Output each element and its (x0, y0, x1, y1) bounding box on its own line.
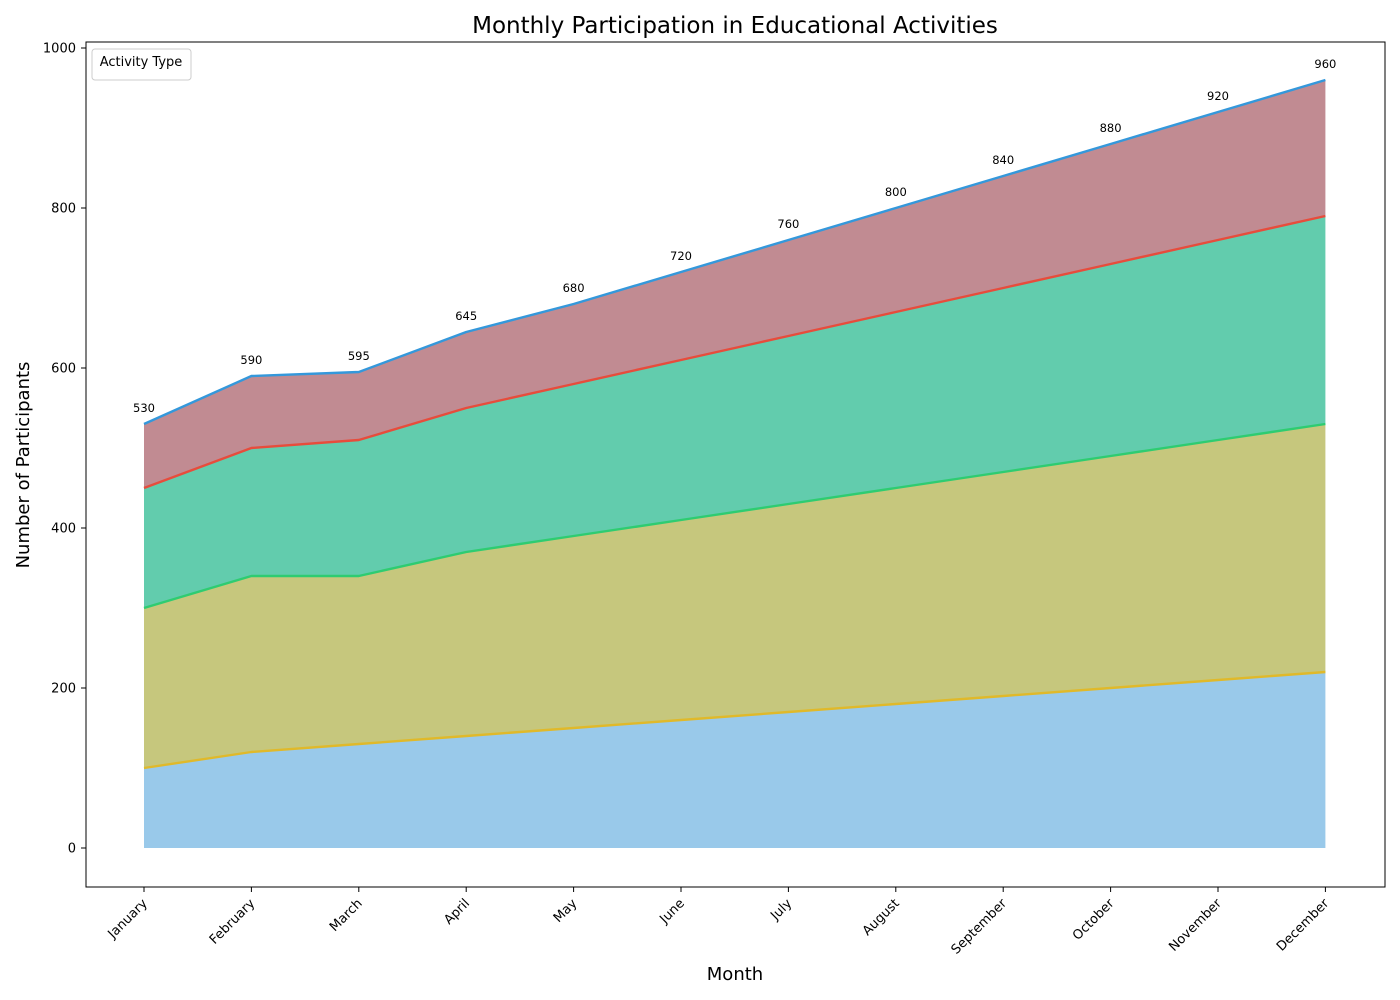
series-line-3 (143, 214, 1326, 490)
series-line-2 (143, 422, 1326, 610)
total-label-april: 645 (455, 309, 477, 323)
area-series-2 (144, 424, 1326, 768)
total-label-january: 530 (133, 401, 155, 415)
total-label-july: 760 (777, 217, 799, 231)
total-label-february: 590 (240, 353, 262, 367)
y-tick-label: 400 (51, 522, 76, 537)
y-tick-label: 1000 (43, 42, 76, 57)
legend-box (91, 48, 192, 81)
total-label-march: 595 (348, 349, 370, 363)
x-axis-title: Month (707, 964, 763, 985)
legend-title: Activity Type (100, 55, 183, 70)
plot-frame (85, 41, 1386, 888)
total-label-september: 840 (992, 153, 1014, 167)
legend[interactable]: Activity Type (91, 48, 192, 81)
area-series-1 (144, 672, 1326, 848)
total-label-may: 680 (563, 281, 585, 295)
y-tick-label: 200 (51, 682, 76, 697)
y-tick-label: 600 (51, 362, 76, 377)
total-label-november: 920 (1207, 89, 1229, 103)
area-series-4 (144, 80, 1326, 488)
total-label-august: 800 (885, 185, 907, 199)
series-line-1 (143, 670, 1326, 770)
y-axis-title: Number of Participants (13, 362, 34, 569)
total-label-october: 880 (1100, 121, 1122, 135)
total-label-june: 720 (670, 249, 692, 263)
y-tick-label: 0 (68, 842, 76, 857)
series-line-4 (143, 78, 1326, 426)
chart-title: Monthly Participation in Educational Act… (472, 13, 998, 39)
total-label-december: 960 (1314, 57, 1336, 71)
y-tick-label: 800 (51, 202, 76, 217)
area-series-3 (144, 216, 1326, 608)
